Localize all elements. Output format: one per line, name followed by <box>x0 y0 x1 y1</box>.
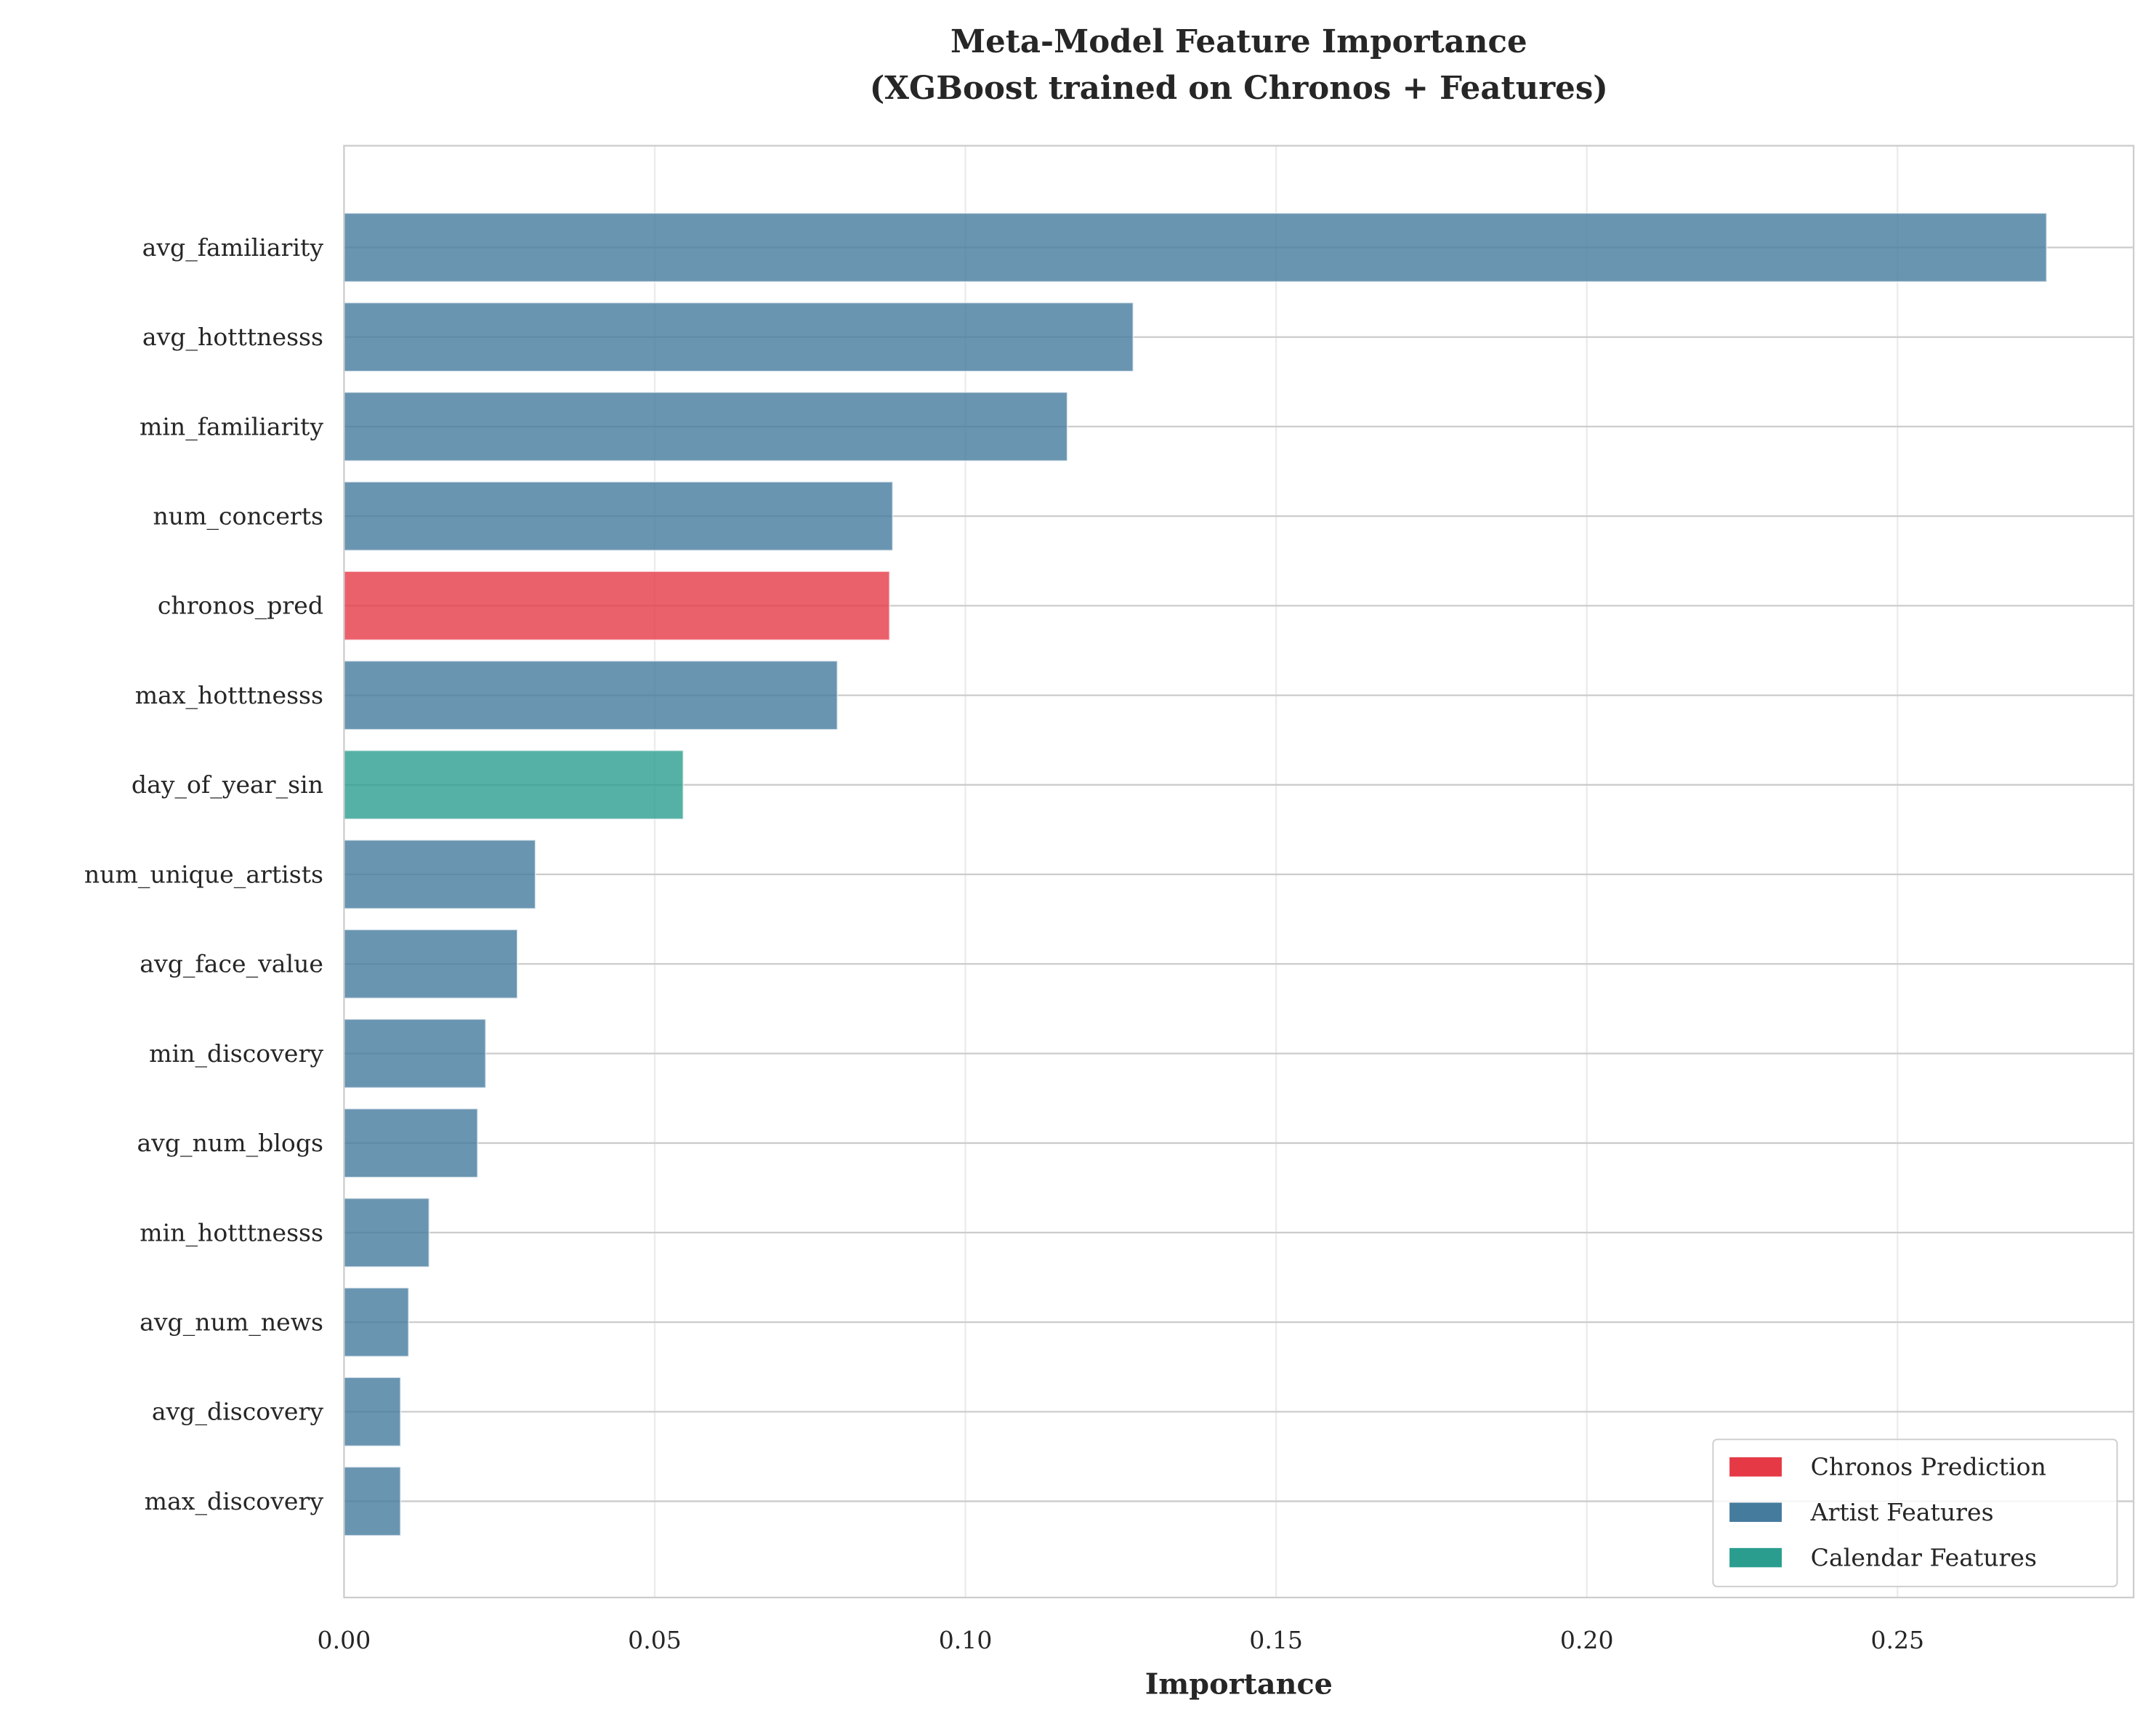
y-tick-label: avg_discovery <box>152 1398 323 1427</box>
y-tick-label: chronos_pred <box>158 592 323 621</box>
legend: Chronos Prediction Artist Features Calenda… <box>1712 1438 2118 1587</box>
legend-swatch-artist <box>1729 1502 1782 1522</box>
x-axis-label: Importance <box>1145 1667 1333 1701</box>
bar-avg-discovery <box>343 1377 402 1447</box>
bar-day-of-year-sin <box>343 749 685 821</box>
y-tick-label: min_familiarity <box>140 412 323 441</box>
bar-avg-hotttnesss <box>343 302 1134 372</box>
x-tick-label: 0.00 <box>318 1626 371 1654</box>
legend-swatch-calendar <box>1729 1547 1782 1568</box>
legend-frame <box>1712 1438 2118 1587</box>
bar-avg-familiarity <box>343 212 2048 283</box>
x-tick-label: 0.15 <box>1249 1626 1303 1654</box>
y-tick-labels: avg_familiarity avg_hotttnesss min_familia… <box>84 233 323 1516</box>
bar-max-discovery <box>343 1466 402 1536</box>
bar-num-unique-artists <box>343 839 536 910</box>
x-tick-label: 0.05 <box>628 1626 682 1654</box>
bar-min-familiarity <box>343 391 1068 462</box>
chart-subtitle: (XGBoost trained on Chronos + Features) <box>870 70 1608 107</box>
legend-label-artist: Artist Features <box>1810 1498 1994 1526</box>
x-tick-label: 0.20 <box>1560 1626 1614 1654</box>
bar-avg-num-blogs <box>343 1108 479 1178</box>
legend-label-chronos: Chronos Prediction <box>1811 1453 2046 1481</box>
y-tick-label: day_of_year_sin <box>132 770 323 799</box>
x-tick-labels: 0.00 0.05 0.10 0.15 0.20 0.25 <box>318 1626 1925 1654</box>
x-tick-label: 0.10 <box>939 1626 993 1654</box>
bar-num-concerts <box>343 480 894 552</box>
bar-min-discovery <box>343 1018 487 1089</box>
y-tick-label: max_discovery <box>145 1487 324 1516</box>
y-tick-label: num_unique_artists <box>84 860 323 889</box>
y-tick-label: avg_familiarity <box>142 233 324 262</box>
bar-chronos-pred <box>343 571 891 641</box>
y-tick-label: avg_hotttnesss <box>142 323 323 352</box>
y-tick-label: max_hotttnesss <box>135 681 323 710</box>
y-tick-label: min_discovery <box>149 1039 323 1068</box>
y-tick-label: min_hotttnesss <box>140 1218 323 1247</box>
bar-max-hotttnesss <box>343 660 839 730</box>
plot-frame <box>343 145 2135 1599</box>
y-tick-label: avg_face_value <box>140 950 323 979</box>
y-tick-label: avg_num_news <box>140 1308 323 1337</box>
x-tick-label: 0.25 <box>1870 1626 1924 1654</box>
chart-title: Meta-Model Feature Importance <box>950 23 1527 60</box>
bars <box>343 212 2048 1536</box>
bar-avg-num-news <box>343 1286 410 1358</box>
y-tick-label: num_concerts <box>153 502 323 531</box>
legend-swatch-chronos <box>1729 1457 1782 1477</box>
legend-label-calendar: Calendar Features <box>1811 1543 2037 1571</box>
bar-min-hotttnesss <box>343 1197 430 1268</box>
bar-avg-face-value <box>343 929 518 999</box>
y-tick-label: avg_num_blogs <box>137 1129 323 1158</box>
